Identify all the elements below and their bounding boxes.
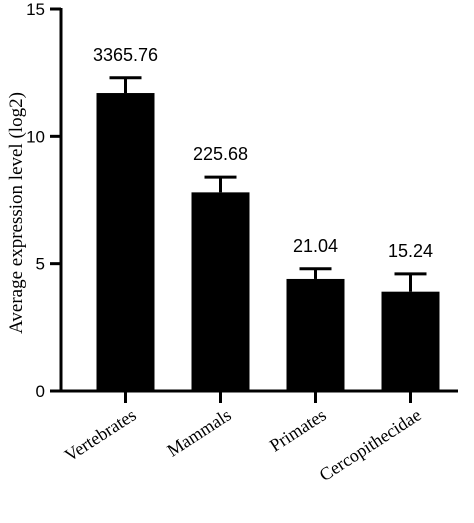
bars-group	[96, 93, 440, 391]
y-tick-label: 0	[36, 382, 45, 401]
y-tick-label: 10	[26, 127, 45, 146]
data-labels-group: 3365.76 225.68 21.04 15.24	[93, 45, 433, 261]
data-label: 3365.76	[93, 45, 158, 65]
bar	[286, 278, 345, 391]
y-axis-label: Average expression level (log2)	[6, 92, 27, 334]
x-axis: Vertebrates Mammals PrimatesCercopithecida…	[59, 389, 458, 485]
error-bars-group	[109, 76, 427, 292]
data-label: 225.68	[193, 144, 248, 164]
x-tick-label: Mammals	[163, 405, 234, 461]
y-axis: 0 5 10 15	[26, 0, 63, 401]
data-label: 21.04	[293, 236, 338, 256]
bar	[191, 192, 250, 391]
x-tick-label: Cercopithecidae	[316, 405, 425, 485]
x-tick-label: Vertebrates	[61, 405, 140, 466]
y-tick-label: 5	[36, 255, 45, 274]
data-label: 15.24	[388, 241, 433, 261]
bar	[381, 291, 440, 391]
y-tick-label: 15	[26, 0, 45, 19]
bar	[96, 93, 155, 391]
x-tick-label: Primates	[266, 405, 330, 456]
